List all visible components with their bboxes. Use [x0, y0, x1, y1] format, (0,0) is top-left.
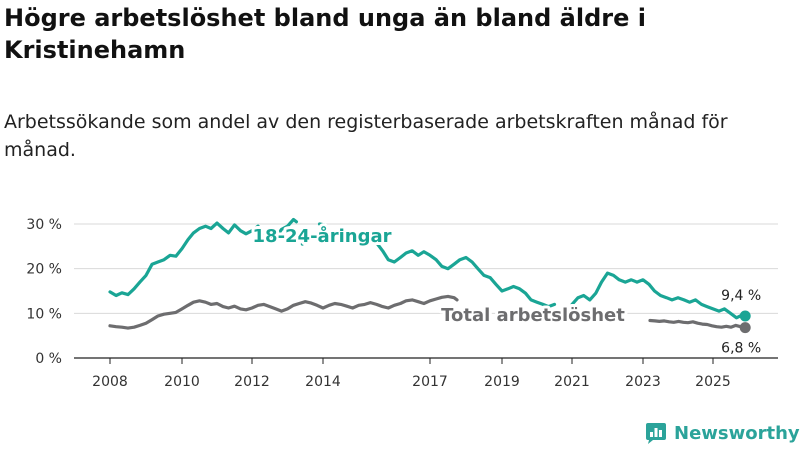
x-tick-label: 2025 — [695, 374, 731, 390]
total-series-label-halo: Total arbetslöshet — [441, 305, 625, 326]
total-unemployment-line — [108, 294, 747, 330]
series-lines — [108, 217, 751, 334]
y-tick-label: 30 % — [26, 217, 62, 233]
total-end-label: 6,8 % — [721, 341, 761, 357]
y-tick-label: 0 % — [35, 351, 62, 367]
x-tick-label: 2017 — [412, 374, 448, 390]
x-tick-label: 2014 — [305, 374, 341, 390]
youth-unemployment-line — [108, 217, 747, 320]
x-tick-label: 2021 — [554, 374, 590, 390]
youth-series-label: 18-24-åringar — [253, 225, 392, 247]
y-axis-ticks: 0 % 10 % 20 % 30 % — [26, 217, 62, 367]
brand-name: Newsworthy — [674, 422, 800, 444]
x-tick-label: 2012 — [234, 374, 270, 390]
y-tick-label: 20 % — [26, 262, 62, 278]
x-axis: 2008 2010 2012 2014 2017 2019 2021 2023 2025 — [74, 357, 778, 390]
total-end-marker — [739, 322, 751, 334]
x-tick-label: 2023 — [625, 374, 661, 390]
youth-series-label-halo: 18-24-åringar — [253, 225, 392, 247]
bar-chart-icon — [646, 423, 666, 444]
chart-title: Högre arbetslöshet bland unga än bland ä… — [4, 4, 646, 64]
series-labels: 9,4 %6,8 %18-24-åringar18-24-åringarTota… — [250, 222, 762, 357]
total-series-label: Total arbetslöshet — [441, 305, 625, 326]
x-tick-label: 2019 — [484, 374, 520, 390]
newsworthy-logo: Newsworthy — [644, 420, 800, 446]
y-gridlines — [74, 223, 778, 314]
x-tick-label: 2010 — [164, 374, 200, 390]
youth-end-marker — [739, 310, 751, 322]
x-tick-label: 2008 — [92, 374, 128, 390]
chart-subtitle: Arbetssökande som andel av den registerb… — [4, 111, 728, 161]
y-tick-label: 10 % — [26, 306, 62, 322]
youth-end-label: 9,4 % — [721, 288, 761, 304]
